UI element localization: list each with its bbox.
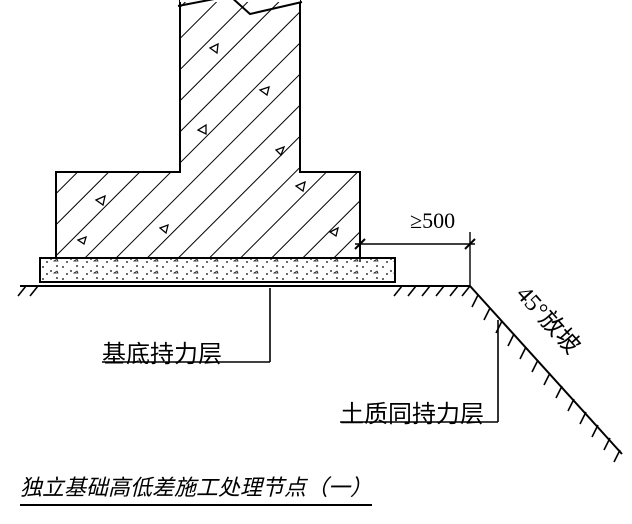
concrete-footing [56, 0, 360, 258]
ground-surface [18, 286, 470, 296]
construction-detail-diagram [0, 0, 632, 524]
bedding-layer [40, 258, 395, 282]
soil-layer-label: 土质同持力层 [340, 394, 484, 429]
bearing-layer-label: 基底持力层 [102, 334, 222, 369]
figure-caption: 独立基础高低差施工处理节点（一） [20, 470, 372, 506]
dimension-text: ≥500 [410, 208, 455, 234]
